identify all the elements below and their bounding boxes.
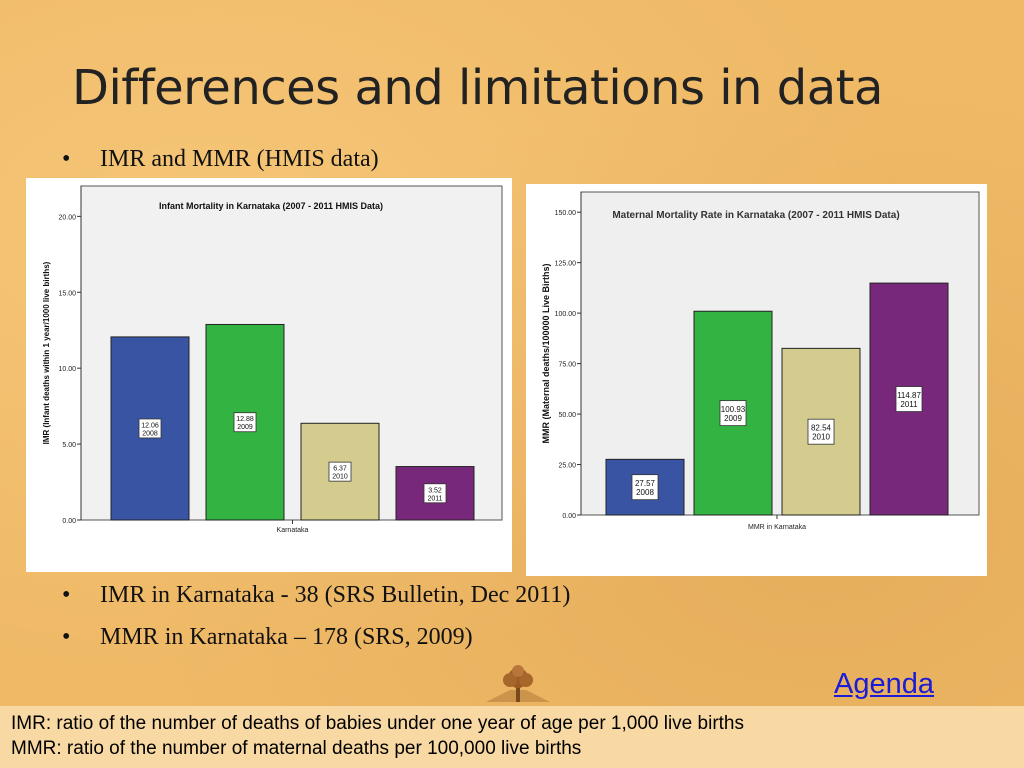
bullet-text: MMR in Karnataka – 178 (SRS, 2009) xyxy=(100,624,473,650)
data-label-year: 2008 xyxy=(636,488,654,497)
imr-chart: 0.00 5.00 10.00 15.00 20.00 Infant Mortality … xyxy=(42,185,503,534)
data-label-box xyxy=(719,400,747,427)
bullet-item: • MMR in Karnataka – 178 (SRS, 2009) xyxy=(62,624,473,651)
data-label-box xyxy=(895,386,923,412)
data-label-box xyxy=(807,418,835,445)
data-label-value: 3.52 xyxy=(428,487,442,494)
data-label-value: 6.37 xyxy=(333,466,347,473)
data-label-value: 12.88 xyxy=(236,416,254,423)
data-label-year: 2009 xyxy=(237,424,253,431)
y-tick-label: 0.00 xyxy=(562,513,576,520)
data-label-year: 2009 xyxy=(724,414,742,423)
data-label-value: 82.54 xyxy=(811,424,832,433)
y-tick-label: 0.00 xyxy=(62,518,76,525)
y-axis-label: IMR (Infant deaths within 1 year/1000 li… xyxy=(42,261,51,444)
x-axis-label: Karnataka xyxy=(277,527,309,534)
chart-title: Maternal Mortality Rate in Karnataka (20… xyxy=(612,210,899,221)
chart-title: Infant Mortality in Karnataka (2007 - 20… xyxy=(159,201,383,211)
footnote-imr: IMR: ratio of the number of deaths of ba… xyxy=(11,713,744,734)
data-label-year: 2010 xyxy=(812,433,830,442)
y-tick-label: 10.00 xyxy=(58,366,76,373)
data-label-value: 114.87 xyxy=(897,391,921,400)
y-tick-label: 150.00 xyxy=(555,210,577,217)
data-label-box xyxy=(631,474,659,501)
bullet-text: IMR and MMR (HMIS data) xyxy=(100,146,379,172)
x-axis-label: MMR in Karnataka xyxy=(748,524,806,531)
y-tick-label: 50.00 xyxy=(558,412,576,419)
data-label-value: 27.57 xyxy=(635,479,656,488)
data-label-year: 2011 xyxy=(900,400,918,409)
data-label-year: 2008 xyxy=(142,430,158,437)
data-label-box xyxy=(328,461,352,482)
data-label-box xyxy=(423,483,447,504)
y-tick-label: 75.00 xyxy=(558,362,576,369)
y-tick-label: 25.00 xyxy=(558,463,576,470)
bullet-glyph: • xyxy=(62,624,71,650)
tree-logo-icon xyxy=(486,665,550,702)
y-axis-label: MMR (Maternal deaths/100000 Live Births) xyxy=(541,263,551,443)
agenda-link[interactable]: Agenda xyxy=(834,668,934,700)
data-label-year: 2010 xyxy=(332,474,348,481)
footnote-mmr: MMR: ratio of the number of maternal dea… xyxy=(11,738,582,759)
y-tick-label: 5.00 xyxy=(62,442,76,449)
imr-chart-panel: 0.00 5.00 10.00 15.00 20.00 Infant Mortality … xyxy=(26,178,512,572)
bullet-glyph: • xyxy=(62,146,71,172)
y-tick-label: 125.00 xyxy=(555,261,577,268)
bullet-text: IMR in Karnataka - 38 (SRS Bulletin, Dec… xyxy=(100,582,571,608)
data-label-value: 12.06 xyxy=(141,422,159,429)
data-label-box xyxy=(233,412,257,433)
y-tick-label: 20.00 xyxy=(58,214,76,221)
data-label-year: 2011 xyxy=(427,495,442,502)
footnote-box: IMR: ratio of the number of deaths of ba… xyxy=(0,706,1024,768)
data-label-value: 100.93 xyxy=(721,405,746,414)
data-label-box xyxy=(138,418,162,439)
bullet-item: • IMR and MMR (HMIS data) xyxy=(62,146,379,173)
y-tick-label: 100.00 xyxy=(555,311,577,318)
mmr-chart: 0.00 25.00 50.00 75.00 100.00 125.00 150.00 Mat… xyxy=(541,191,980,531)
mmr-chart-panel: 0.00 25.00 50.00 75.00 100.00 125.00 150.00 Mat… xyxy=(526,184,987,576)
y-tick-label: 15.00 xyxy=(58,290,76,297)
slide-title: Differences and limitations in data xyxy=(72,60,883,116)
bullet-glyph: • xyxy=(62,582,71,608)
bullet-item: • IMR in Karnataka - 38 (SRS Bulletin, De… xyxy=(62,582,570,609)
